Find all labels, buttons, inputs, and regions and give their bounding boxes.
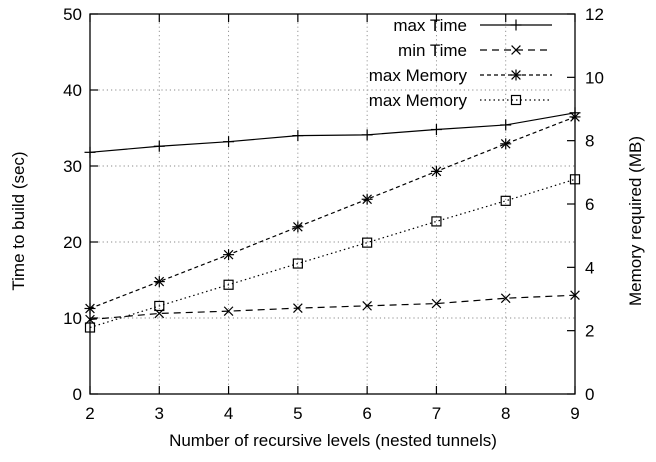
x-tick-label: 7 — [432, 404, 441, 423]
y-left-tick-label: 50 — [63, 5, 82, 24]
y-left-tick-label: 40 — [63, 81, 82, 100]
data-point-x — [223, 306, 234, 316]
y-right-tick-label: 12 — [585, 5, 604, 24]
data-point-square — [223, 279, 234, 290]
legend-marker-x — [511, 45, 521, 55]
y-left-tick-label: 20 — [63, 233, 82, 252]
data-point-plus — [500, 119, 512, 131]
legend-marker-star — [510, 69, 522, 81]
data-point-star — [153, 276, 165, 288]
x-tick-label: 3 — [155, 404, 164, 423]
x-axis-label: Number of recursive levels (nested tunne… — [169, 431, 497, 450]
data-point-plus — [223, 136, 235, 148]
data-point-square — [362, 237, 373, 248]
data-point-plus — [430, 124, 442, 136]
data-point-square — [292, 258, 303, 269]
legend-marker-plus — [510, 19, 522, 31]
data-point-x — [500, 293, 511, 304]
data-point-plus — [153, 140, 165, 152]
series-line — [89, 294, 576, 321]
y-axis-label-left: Time to build (sec) — [9, 151, 28, 290]
y-right-tick-label: 8 — [585, 132, 594, 151]
series-line — [89, 116, 576, 310]
data-point-plus — [361, 129, 373, 141]
data-point-square — [431, 216, 442, 227]
x-tick-label: 9 — [570, 404, 579, 423]
data-point-star — [361, 193, 373, 205]
data-point-x — [293, 303, 303, 313]
data-point-square — [154, 300, 165, 312]
grid — [90, 14, 575, 394]
data-point-star — [430, 165, 442, 177]
data-point-star — [500, 138, 512, 150]
legend-label-min-time: min Time — [398, 41, 467, 60]
data-point-x — [362, 301, 372, 311]
legend-label-max-memory-square: max Memory — [369, 91, 468, 110]
legend: max Time min Time max Memory max Memory — [369, 16, 552, 110]
y-right-tick-label: 2 — [585, 322, 594, 341]
data-point-star — [223, 249, 235, 261]
y-left-tick-label: 0 — [73, 385, 82, 404]
y-right-tick-label: 10 — [585, 68, 604, 87]
y-axis-label-right: Memory required (MB) — [626, 136, 645, 306]
data-point-x — [431, 298, 442, 309]
y-right-tick-label: 6 — [585, 195, 594, 214]
y-left-tick-label: 10 — [63, 309, 82, 328]
y-right-tick-label: 0 — [585, 385, 594, 404]
legend-marker-square — [510, 94, 522, 106]
x-tick-label: 2 — [85, 404, 94, 423]
legend-label-max-time: max Time — [393, 16, 467, 35]
data-point-square — [500, 195, 511, 206]
x-tick-label: 6 — [362, 404, 371, 423]
y-right-tick-label: 4 — [585, 258, 594, 277]
x-tick-label: 5 — [293, 404, 302, 423]
legend-label-max-memory-star: max Memory — [369, 66, 468, 85]
data-point-plus — [292, 130, 304, 142]
data-point-star — [292, 221, 304, 233]
x-tick-label: 4 — [224, 404, 233, 423]
y-left-tick-label: 30 — [63, 157, 82, 176]
series-line — [89, 112, 576, 153]
x-tick-label: 8 — [501, 404, 510, 423]
